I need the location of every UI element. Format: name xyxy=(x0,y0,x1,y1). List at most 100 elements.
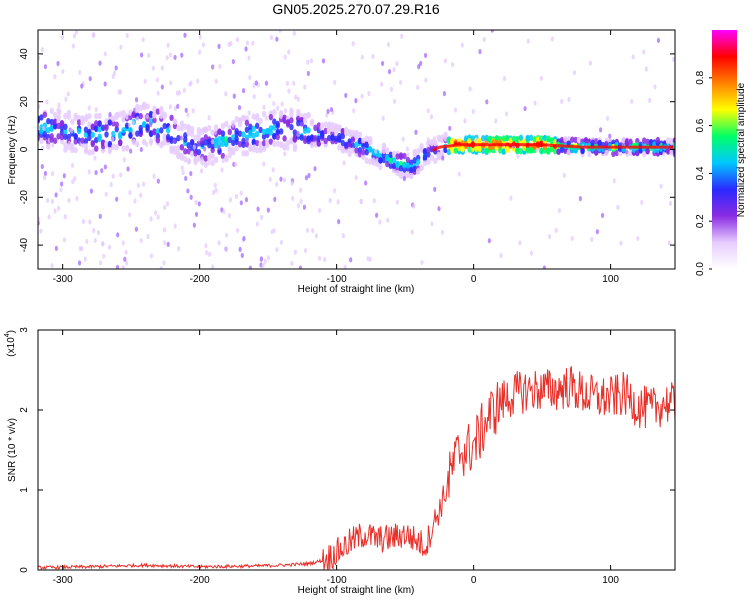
spectrogram-cell xyxy=(340,127,346,135)
spectrogram-cell xyxy=(128,109,133,116)
spectrogram-cell xyxy=(125,260,129,266)
spectrogram-cell xyxy=(63,133,68,140)
spectrogram-cell xyxy=(135,115,140,122)
spectrogram-cell xyxy=(217,128,222,136)
spectrogram-cell xyxy=(73,112,78,120)
spectrogram-cell xyxy=(78,69,82,76)
spectrogram-cell xyxy=(636,235,640,241)
spectrogram-cell xyxy=(275,36,279,42)
spectrogram-cell xyxy=(124,144,130,152)
spectrogram-cell xyxy=(354,98,358,104)
spectrogram-cell xyxy=(152,111,157,118)
spectrogram-cell xyxy=(597,139,602,147)
spectrogram-cell xyxy=(90,140,95,148)
spectrogram-cell xyxy=(420,259,424,266)
spectrogram-cell xyxy=(549,137,554,145)
spectrogram-cell xyxy=(554,227,558,233)
spectrogram-cell xyxy=(389,86,394,92)
spectrogram-cell xyxy=(63,123,68,130)
spectrogram-cell xyxy=(103,164,107,170)
spectrogram-cell xyxy=(405,171,411,178)
spectrogram-cell xyxy=(485,99,489,105)
spectrogram-cell xyxy=(422,147,428,155)
spectrogram-cell xyxy=(402,152,407,160)
spectrogram-cell xyxy=(237,141,243,148)
spectrogram-cell xyxy=(309,134,315,142)
spectrogram-cell xyxy=(238,246,242,252)
spectrogram-cell xyxy=(645,138,650,146)
spectrogram-cell xyxy=(92,227,96,234)
spectrogram-cell xyxy=(248,74,252,81)
spectrogram-cell xyxy=(128,127,133,134)
spectrogram-cell xyxy=(273,196,277,202)
spectrogram-cell xyxy=(135,140,140,148)
spectrogram-cell xyxy=(176,144,181,152)
spectrogram-cell xyxy=(426,137,430,143)
spectrogram-cell xyxy=(471,108,475,115)
spectrogram-cell xyxy=(248,123,253,130)
spectrogram-cell xyxy=(46,197,50,204)
spectrogram-cell xyxy=(186,188,190,194)
spectrogram-cell xyxy=(234,161,238,168)
spectrogram-cell xyxy=(229,40,233,47)
spectrogram-cell xyxy=(282,117,287,124)
spectrogram-cell xyxy=(368,256,372,262)
spectrogram-cell xyxy=(56,60,60,67)
spectrogram-cell xyxy=(196,135,202,142)
spectrogram-cell xyxy=(337,144,342,151)
spectrogram-cell xyxy=(139,238,143,244)
snr-x-label: Height of straight line (km) xyxy=(298,585,415,596)
spectrogram-cell xyxy=(453,147,459,154)
spectrogram-cell xyxy=(604,149,609,157)
spectrogram-cell xyxy=(258,126,263,134)
colorbar-label: Normalized spectral amplitude xyxy=(736,82,747,217)
spectrogram-cell xyxy=(111,115,116,123)
spectrogram-cell xyxy=(251,125,256,132)
spectrogram-cell xyxy=(165,133,171,141)
spectrogram-cell xyxy=(162,111,167,118)
spectrogram-cell xyxy=(173,54,177,61)
colorbar-axis: 0.0 0.2 0.4 0.6 0.8 xyxy=(695,70,712,276)
spectrogram-cell xyxy=(231,122,235,128)
spectrogram-cell xyxy=(556,148,561,155)
spectrogram-cell xyxy=(54,192,58,198)
spectrogram-cell xyxy=(261,133,267,140)
spectrogram-cell xyxy=(439,136,445,144)
spectrogram-cell xyxy=(62,173,66,179)
spectrogram-cell xyxy=(59,119,65,127)
spectrogram-cell xyxy=(114,65,118,71)
spectrogram-cell xyxy=(56,133,61,140)
spectrogram-cell xyxy=(436,153,441,160)
spectrogram-cell xyxy=(57,102,61,108)
spectrogram-cell xyxy=(402,176,406,182)
spectrogram-cell xyxy=(141,37,145,43)
spectrogram-cell xyxy=(163,204,167,211)
spectrogram-cell xyxy=(140,52,144,58)
spectrogram-cell xyxy=(412,157,417,164)
spectrogram-y-label: Frequency (Hz) xyxy=(7,116,18,185)
spectrogram-cell xyxy=(166,42,170,48)
spectrogram-cell xyxy=(145,141,149,148)
spectrogram-cell xyxy=(39,114,44,121)
spectrogram-cell xyxy=(539,135,544,142)
spectrogram-cell xyxy=(302,112,308,120)
spectrogram-cell xyxy=(93,237,97,244)
spectrogram-cell xyxy=(289,123,294,131)
spectrogram-cell xyxy=(306,59,310,65)
spectrogram-x-tick-label: 0 xyxy=(471,274,477,285)
spectrogram-cell xyxy=(196,155,202,162)
spectrogram-cell xyxy=(234,138,239,146)
spectrogram-cell xyxy=(87,113,92,120)
spectrogram-cell xyxy=(398,152,404,159)
spectrogram-cell xyxy=(115,196,119,202)
spectrogram-cell xyxy=(395,161,400,169)
spectrogram-cell xyxy=(672,56,675,62)
spectrogram-cell xyxy=(343,264,347,269)
spectrogram-cell xyxy=(528,134,534,142)
spectrogram-x-label: Height of straight line (km) xyxy=(298,284,415,295)
spectrogram-cell xyxy=(422,159,428,167)
snr-frame xyxy=(37,329,676,571)
colorbar xyxy=(712,30,737,269)
spectrogram-cell xyxy=(182,87,187,93)
spectrogram-cell xyxy=(244,126,250,133)
